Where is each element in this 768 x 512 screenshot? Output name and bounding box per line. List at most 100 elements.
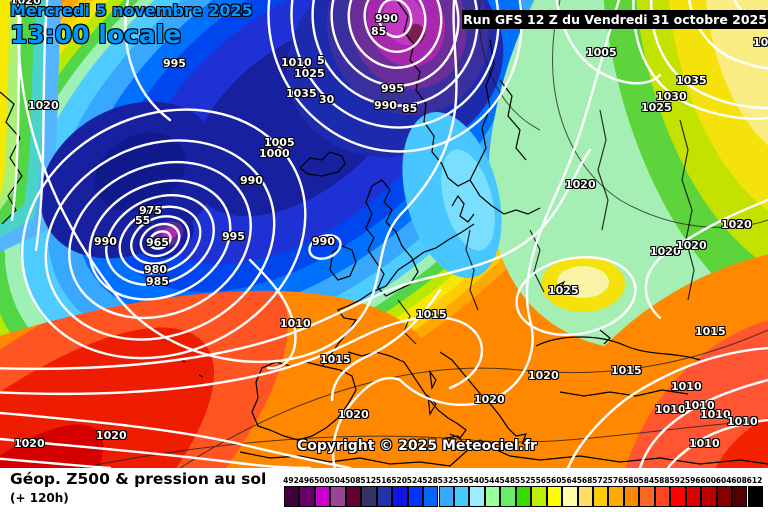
legend-swatch [577,486,593,507]
legend-value: 592 [669,476,686,485]
pressure-label: 1020 [565,178,596,191]
legend-step: 588 [654,476,671,510]
legend-value: 560 [545,476,562,485]
legend-step: 580 [623,476,640,510]
pressure-label: 990 [240,174,263,187]
legend-step: 508 [345,476,362,510]
pressure-label: 1015 [695,325,726,338]
legend-swatch [701,486,717,507]
legend-swatch [330,486,346,507]
pressure-label: 990 [374,99,397,112]
pressure-label: 1015 [611,364,642,377]
legend-value: 548 [499,476,516,485]
legend-swatch [299,486,315,507]
legend-value: 596 [684,476,701,485]
legend-value: 520 [391,476,407,485]
forecast-time: 13:00 locale [10,19,182,49]
legend-swatch [639,486,655,507]
legend-swatch [423,486,439,507]
pressure-label: 965 [146,236,169,249]
pressure-label: 10 [753,36,768,49]
legend-value: 604 [715,476,732,485]
legend-value: 512 [360,476,377,485]
legend-step: 576 [608,476,624,510]
legend-swatch [392,486,408,507]
legend-value: 544 [484,476,500,485]
legend-step: 596 [685,476,702,510]
pressure-label: 1000 [259,147,290,160]
legend-value: 568 [576,476,593,485]
model-run-banner: Run GFS 12 Z du Vendredi 31 octobre 2025 [462,10,768,29]
legend-swatch [438,486,454,507]
legend-value: 600 [700,476,716,485]
pressure-label: 1010 [689,437,720,450]
legend-swatch [670,486,686,507]
legend-step: 608 [731,476,748,510]
legend-step: 492 [283,476,300,510]
pressure-label: 1020 [474,393,505,406]
legend-value: 508 [344,476,361,485]
map-footer: Géop. Z500 & pression au sol (+ 120h) 49… [0,468,768,512]
pressure-label: 1010 [684,399,715,412]
legend-value: 504 [329,476,346,485]
pressure-label: 1010 [700,408,731,421]
pressure-label: 990 [375,12,398,25]
legend-value: 608 [731,476,747,485]
legend-value: 572 [592,476,608,485]
pressure-label: 990 [94,235,117,248]
legend-value: 536 [453,476,469,485]
legend-step: 584 [639,476,655,510]
pressure-label: 1020 [338,408,369,421]
pressure-label: 5 [317,54,325,67]
legend-step: 524 [407,476,424,510]
coastlines [0,1,768,467]
legend-step: 544 [484,476,501,510]
legend-step: 552 [515,476,532,510]
legend-step: 564 [561,476,578,510]
pressure-label: 980 [144,263,167,276]
legend-swatch [716,486,733,507]
legend-swatch [747,486,763,507]
legend-step: 500 [314,476,331,510]
legend-value: 528 [422,476,438,485]
legend-value: 540 [468,476,485,485]
legend-value: 552 [514,476,531,485]
legend-step: 504 [330,476,346,510]
legend-value: 584 [638,476,655,485]
pressure-label: 1020 [676,239,707,252]
legend-step: 592 [669,476,686,510]
legend-swatch [314,486,331,507]
pressure-label: 1015 [416,308,447,321]
pressure-label: 1020 [721,218,752,231]
legend-step: 568 [577,476,593,510]
legend-step: 560 [546,476,563,510]
legend-value: 524 [406,476,423,485]
legend-swatch [500,486,516,507]
pressure-label: 1030 [656,90,687,103]
pressure-label: 990 [312,235,335,248]
legend-step: 536 [453,476,470,510]
legend-value: 556 [530,476,547,485]
pressure-label: 1010 [281,56,312,69]
legend-swatch [654,486,671,507]
legend-swatch [453,486,470,507]
pressure-label: 85 [402,102,418,115]
legend-swatch [361,486,377,507]
pressure-label: 1005 [586,46,617,59]
legend-step: 604 [716,476,733,510]
legend-value: 588 [653,476,670,485]
copyright-notice: Copyright © 2025 Meteociel.fr [297,438,537,454]
legend-value: 492 [283,476,299,485]
pressure-label: 1015 [320,353,351,366]
legend-swatch [546,486,563,507]
z500-color-field [0,0,768,468]
legend-step: 516 [376,476,393,510]
legend-step: 556 [530,476,547,510]
legend-step: 540 [469,476,485,510]
map-parameter-title: Géop. Z500 & pression au sol [10,470,267,488]
legend-swatch [593,486,609,507]
legend-value: 500 [314,476,330,485]
pressure-label: 1005 [264,136,295,149]
pressure-label: 975 [139,204,162,217]
legend-swatch [685,486,702,507]
